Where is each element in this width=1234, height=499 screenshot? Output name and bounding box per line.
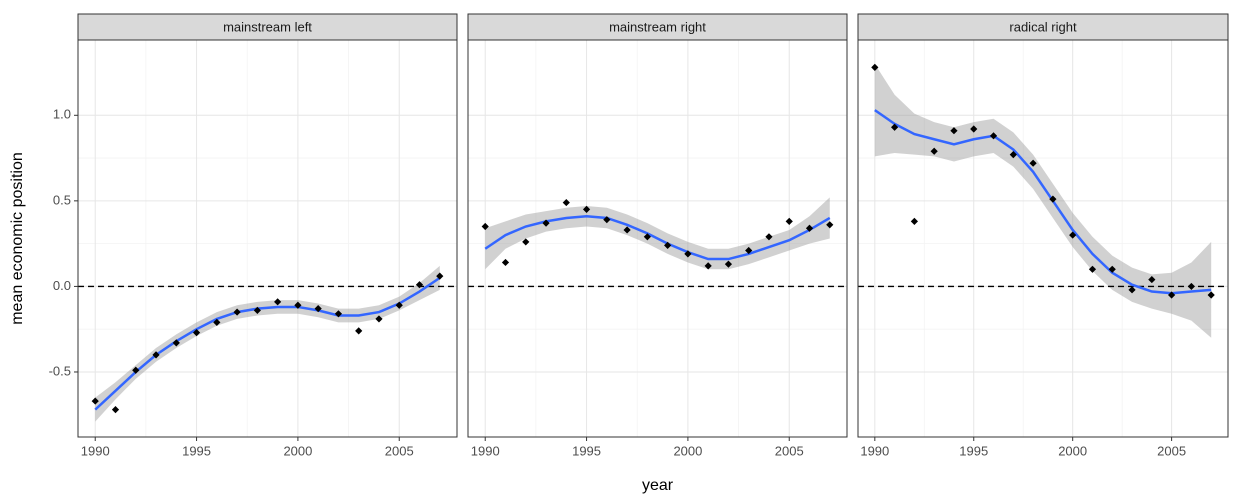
confidence-band <box>485 197 830 270</box>
point <box>274 298 282 306</box>
point <box>1207 291 1215 299</box>
point <box>562 198 570 207</box>
x-tick-label: 1990 <box>860 443 889 458</box>
point <box>1168 291 1176 299</box>
point <box>970 125 978 133</box>
point <box>1108 265 1116 273</box>
plot-area <box>468 197 847 288</box>
point <box>1148 275 1156 284</box>
point <box>1088 265 1097 273</box>
panel-background <box>858 40 1228 437</box>
point <box>334 310 343 318</box>
point <box>395 301 403 309</box>
point <box>664 241 672 249</box>
panel-title: mainstream left <box>223 19 312 34</box>
point <box>314 305 322 313</box>
point <box>623 226 631 234</box>
point <box>375 315 383 323</box>
point <box>826 221 834 229</box>
point <box>704 262 712 270</box>
panel-background <box>78 40 457 437</box>
point <box>436 272 444 280</box>
panel-title: mainstream right <box>609 19 706 34</box>
y-tick-label: -0.5 <box>49 363 71 378</box>
panel-border <box>857 39 1229 438</box>
x-tick-label: 2005 <box>775 443 804 458</box>
smooth-line <box>94 276 441 411</box>
point <box>684 250 692 258</box>
point <box>415 281 424 289</box>
plot-area <box>78 265 457 422</box>
point <box>989 132 998 140</box>
point <box>603 216 611 224</box>
point <box>1009 151 1017 159</box>
x-tick-label: 2005 <box>1157 443 1186 458</box>
point <box>501 258 510 267</box>
y-tick-label: 0.0 <box>53 278 71 293</box>
smooth-line <box>874 109 1212 295</box>
point <box>132 366 140 374</box>
point <box>1187 282 1195 291</box>
y-tick-label: 1.0 <box>53 107 71 122</box>
point <box>542 219 550 227</box>
strip-background <box>467 13 848 41</box>
y-tick-label: 0.5 <box>53 192 71 207</box>
x-tick-label: 1995 <box>959 443 988 458</box>
point <box>1049 195 1057 203</box>
point <box>910 217 918 225</box>
x-tick-label: 2005 <box>385 443 414 458</box>
point <box>213 318 221 326</box>
x-tick-label: 1995 <box>572 443 601 458</box>
plot-area <box>858 63 1228 338</box>
panel-border <box>77 39 458 438</box>
point <box>172 339 180 347</box>
point <box>1029 159 1037 167</box>
point <box>871 63 879 71</box>
point <box>643 233 651 241</box>
point <box>805 224 814 232</box>
strip-background <box>77 13 458 41</box>
point <box>1128 286 1136 294</box>
point <box>724 260 733 268</box>
panel-border <box>467 39 848 438</box>
x-tick-label: 2000 <box>1058 443 1087 458</box>
point <box>785 217 793 225</box>
smooth-line <box>484 214 831 261</box>
x-tick-label: 1990 <box>471 443 500 458</box>
point <box>233 308 241 316</box>
point <box>765 233 773 241</box>
point <box>582 205 591 214</box>
point <box>1069 231 1077 239</box>
point <box>522 238 530 246</box>
confidence-band <box>874 63 1212 338</box>
panel-title: radical right <box>1009 19 1077 34</box>
point <box>891 123 899 131</box>
point <box>91 397 99 405</box>
x-tick-label: 2000 <box>673 443 702 458</box>
point <box>745 246 753 255</box>
point <box>111 406 120 414</box>
x-axis-label: year <box>642 477 674 494</box>
confidence-band <box>95 265 440 422</box>
point <box>294 301 302 309</box>
y-axis-label: mean economic position <box>9 152 26 325</box>
x-tick-label: 1995 <box>182 443 211 458</box>
x-tick-label: 1990 <box>81 443 110 458</box>
point <box>253 306 261 314</box>
x-tick-label: 2000 <box>283 443 312 458</box>
point <box>355 327 363 335</box>
point <box>152 351 160 359</box>
point <box>481 222 489 231</box>
point <box>192 329 201 337</box>
point <box>950 127 958 135</box>
point <box>930 147 938 155</box>
